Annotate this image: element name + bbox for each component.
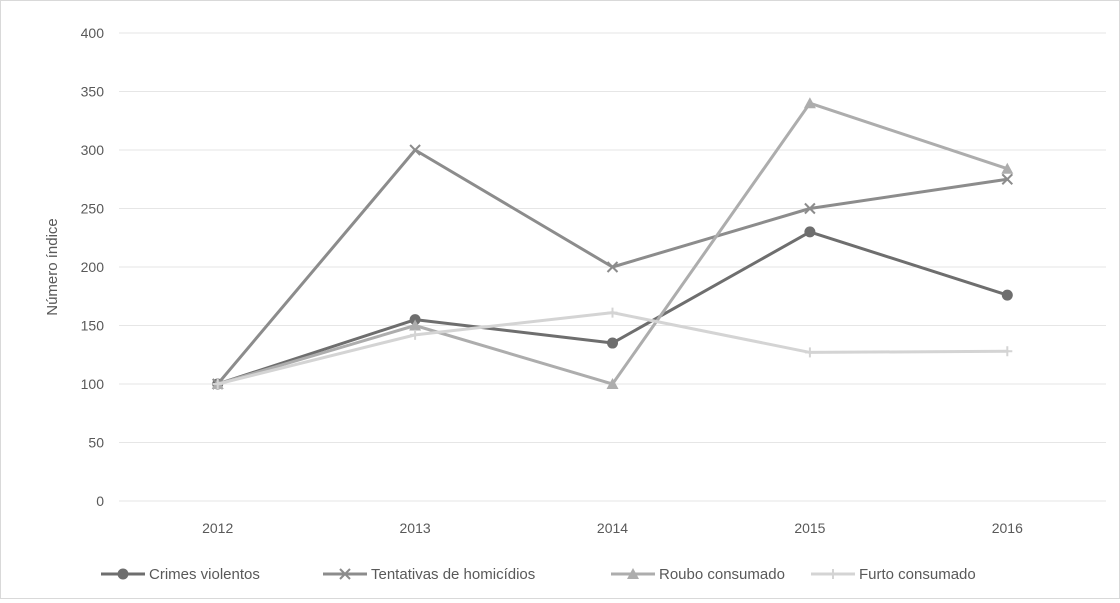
data-point — [804, 202, 816, 215]
x-tick-label: 2016 — [992, 520, 1023, 536]
legend-entry: Tentativas de homicídios — [323, 566, 535, 583]
legend-label: Crimes violentos — [149, 566, 260, 583]
data-point — [1002, 346, 1013, 357]
y-tick-label: 150 — [81, 318, 105, 334]
series-lines — [211, 97, 1014, 390]
series-4 — [212, 307, 1013, 389]
data-point — [804, 347, 815, 358]
data-point — [1001, 289, 1013, 301]
data-point — [410, 329, 421, 340]
data-point — [607, 337, 618, 349]
legend-label: Tentativas de homicídios — [371, 566, 535, 583]
y-axis-ticks: 0 50 100 150 200 250 300 350 400 — [81, 25, 105, 509]
data-point — [1001, 162, 1014, 174]
data-point — [607, 307, 618, 318]
legend-entry: Furto consumado — [811, 566, 976, 583]
y-tick-label: 0 — [96, 493, 104, 509]
legend-label: Roubo consumado — [659, 566, 785, 583]
x-tick-label: 2012 — [202, 520, 233, 536]
legend: Crimes violentos Tentativas de homicídios… — [101, 566, 976, 583]
y-tick-label: 200 — [81, 259, 105, 275]
y-tick-label: 100 — [81, 376, 105, 392]
y-axis-title: Número índice — [44, 218, 61, 316]
data-point — [803, 97, 816, 109]
y-tick-label: 350 — [81, 84, 105, 100]
data-point — [804, 226, 816, 238]
legend-marker — [627, 568, 639, 579]
x-tick-label: 2015 — [794, 520, 825, 536]
legend-entry: Roubo consumado — [611, 566, 785, 583]
legend-marker — [117, 568, 129, 580]
legend-marker — [828, 569, 838, 579]
legend-marker — [339, 568, 351, 580]
data-point — [606, 261, 619, 273]
data-point — [212, 379, 223, 389]
x-tick-label: 2014 — [597, 520, 628, 536]
x-axis-ticks: 2012 2013 2014 2015 2016 — [202, 520, 1023, 536]
data-point — [1001, 173, 1014, 185]
y-tick-label: 300 — [81, 142, 105, 158]
y-tick-label: 250 — [81, 201, 105, 217]
legend-label: Furto consumado — [859, 566, 976, 583]
data-point — [606, 378, 619, 389]
data-point — [409, 144, 421, 156]
data-point — [409, 319, 422, 331]
y-tick-label: 400 — [81, 25, 105, 41]
legend-entry: Crimes violentos — [101, 566, 260, 583]
x-tick-label: 2013 — [400, 520, 431, 536]
y-tick-label: 50 — [88, 435, 104, 451]
